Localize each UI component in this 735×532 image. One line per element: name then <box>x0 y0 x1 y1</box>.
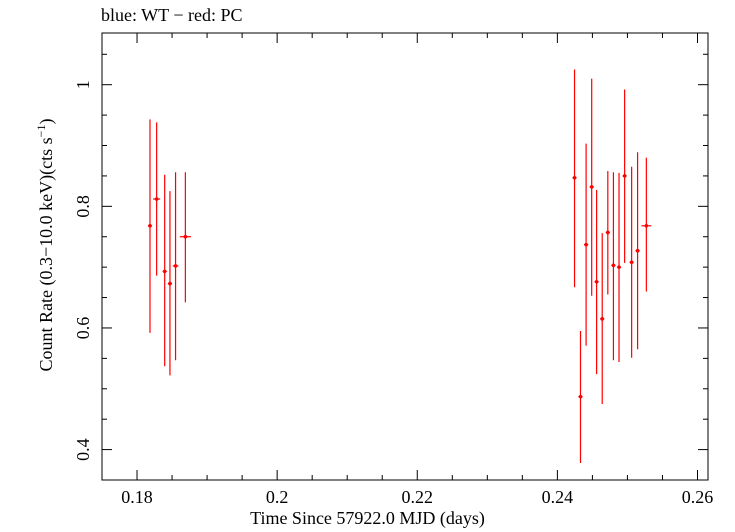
point-marker <box>622 174 627 178</box>
data-point <box>162 174 167 367</box>
data-point <box>572 69 577 288</box>
point-marker <box>154 197 159 201</box>
data-point <box>600 233 605 404</box>
plot-frame <box>101 32 709 481</box>
point-marker <box>173 264 178 268</box>
x-tick-label: 0.22 <box>402 487 434 507</box>
point-marker <box>644 223 649 228</box>
point-marker <box>635 248 640 253</box>
data-point <box>578 331 583 463</box>
point-marker <box>589 185 594 189</box>
point-marker <box>594 279 599 284</box>
data-point <box>583 143 589 346</box>
data-point <box>635 152 640 350</box>
axis-ticks <box>101 33 708 481</box>
data-point <box>616 172 622 363</box>
x-tick-label: 0.2 <box>266 487 289 507</box>
y-tick-label: 0.6 <box>73 317 93 340</box>
y-tick-label: 1 <box>73 80 93 89</box>
point-marker <box>162 269 167 274</box>
data-point <box>629 166 634 358</box>
point-marker <box>606 230 610 235</box>
point-marker <box>183 234 188 239</box>
data-point <box>179 172 191 303</box>
axis-tick-labels: 0.18 0.2 0.22 0.24 0.26 0.4 0.6 0.8 1 <box>73 80 713 507</box>
data-point <box>167 191 173 376</box>
point-marker <box>168 281 172 286</box>
x-tick-label: 0.26 <box>682 487 714 507</box>
point-marker <box>629 260 634 265</box>
data-point <box>605 171 610 295</box>
data-point <box>172 172 179 361</box>
y-axis-label: Count Rate (0.3−10.0 keV)(cts s−1) <box>34 119 57 372</box>
y-axis-label-main: Count Rate (0.3−10.0 keV)(cts s <box>36 137 57 371</box>
point-marker <box>617 265 621 269</box>
point-marker <box>578 394 583 399</box>
point-marker <box>584 242 588 247</box>
y-axis-label-exponent: −1 <box>34 125 48 138</box>
data-point <box>589 78 594 296</box>
data-point <box>611 172 616 361</box>
chart-title: blue: WT − red: PC <box>101 5 243 25</box>
y-tick-label: 0.4 <box>73 438 93 461</box>
data-point <box>622 89 627 263</box>
point-marker <box>148 223 152 228</box>
x-tick-label: 0.24 <box>542 487 574 507</box>
point-marker <box>572 175 577 180</box>
x-tick-label: 0.18 <box>121 487 153 507</box>
data-point <box>153 122 161 276</box>
x-axis-label: Time Since 57922.0 MJD (days) <box>250 508 485 528</box>
y-tick-label: 0.8 <box>73 195 93 218</box>
data-point <box>147 119 153 333</box>
data-point <box>641 157 652 292</box>
data-points <box>147 69 652 463</box>
point-marker <box>600 317 605 321</box>
y-axis-label-tail: ) <box>36 119 57 125</box>
point-marker <box>611 263 616 268</box>
data-point <box>594 189 599 375</box>
